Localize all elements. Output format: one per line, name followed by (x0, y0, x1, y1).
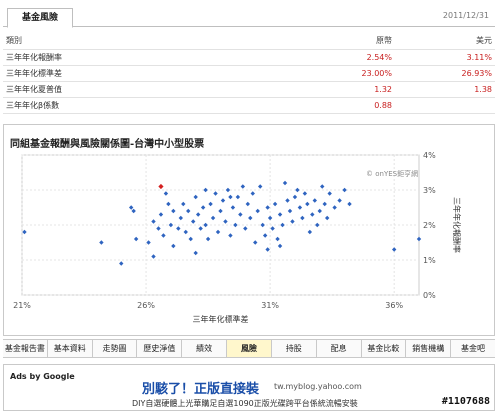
data-point (181, 201, 186, 207)
y-tick-label: 3% (423, 186, 436, 195)
column-header-original: 原幣 (303, 33, 395, 50)
report-date: 2011/12/31 (442, 11, 489, 20)
y-tick-label: 2% (423, 221, 436, 230)
data-point (156, 226, 161, 231)
value-usd: 3.11% (395, 49, 495, 66)
data-point (230, 205, 236, 210)
data-point (203, 222, 208, 228)
data-point (240, 184, 246, 189)
data-point (171, 208, 176, 214)
data-point (178, 215, 183, 221)
tab-6[interactable]: 持股 (271, 340, 317, 357)
row-label: 三年年化報酬率 (3, 49, 303, 66)
column-header-usd: 美元 (395, 33, 495, 50)
row-label: 三年年化夏普值 (3, 81, 303, 98)
tab-5[interactable]: 風險 (227, 340, 272, 357)
value-original: 23.00% (303, 65, 395, 82)
highlighted-point (158, 183, 164, 190)
x-tick-label: 26% (137, 301, 155, 310)
data-point (166, 201, 171, 207)
value-original: 1.32 (303, 81, 395, 98)
data-point (146, 240, 151, 245)
tab-9[interactable]: 銷售機構 (406, 340, 452, 357)
data-point (228, 194, 233, 200)
ad-title-link[interactable]: 別駭了！正版直接裝 (142, 382, 260, 397)
data-point (245, 201, 250, 207)
data-point (183, 229, 188, 235)
table-row: 三年年化報酬率 2.54% 3.11% (3, 49, 495, 66)
risk-return-chart-panel: 同組基金報酬與風險關係圖-台灣中小型股票 0% 1% 2% 3% 4% 21% 26% 31%… (3, 124, 495, 336)
data-point (253, 240, 258, 245)
tab-fund-risk[interactable]: 基金風險 (7, 8, 73, 28)
tab-1[interactable]: 基本資料 (47, 340, 93, 357)
x-tick-label: 21% (13, 301, 31, 310)
data-point (191, 219, 196, 224)
ads-panel: Ads by Google 別駭了！正版直接裝 tw.myblog.yahoo.… (3, 364, 495, 411)
scatter-chart: 0% 1% 2% 3% 4% 21% 26% 31% 36% 三年年化標準差 三年年化報酬率 (13, 151, 462, 324)
table-row: 三年年化β係數 0.88 (3, 97, 495, 114)
fund-tab-bar: 基金報告書 基本資料 走勢圖 歷史淨值 績效 風險 持股 配息 基金比較 銷售機構 基金吧 (3, 339, 495, 358)
table-row: 三年年化夏普值 1.32 1.38 (3, 81, 495, 98)
x-tick-label: 36% (385, 301, 403, 310)
plot-area (21, 154, 420, 296)
data-point (243, 226, 248, 231)
data-point (133, 236, 139, 242)
data-point (193, 250, 198, 256)
risk-table: 類別 原幣 美元 三年年化報酬率 2.54% 3.11% 三年年化標準差 23.… (3, 33, 495, 114)
data-point (131, 208, 136, 214)
data-point (151, 254, 156, 259)
value-original: 0.88 (303, 97, 395, 114)
tab-3[interactable]: 歷史淨值 (137, 340, 183, 357)
data-point (203, 187, 208, 193)
chart-title: 同組基金報酬與風險關係圖-台灣中小型股票 (10, 139, 205, 150)
column-header-category: 類別 (3, 33, 303, 50)
y-tick-label: 0% (423, 291, 436, 300)
y-axis-label: 三年年化報酬率 (452, 197, 462, 253)
table-header-row: 類別 原幣 美元 (3, 33, 495, 50)
row-label: 三年年化β係數 (3, 97, 303, 114)
tab-7[interactable]: 配息 (316, 340, 362, 357)
table-row: 三年年化標準差 23.00% 26.93% (3, 65, 495, 82)
data-point (168, 222, 174, 228)
tab-8[interactable]: 基金比較 (361, 340, 407, 357)
tab-4[interactable]: 績效 (182, 340, 228, 357)
data-point (218, 208, 223, 214)
value-usd: 1.38 (395, 81, 495, 98)
y-tick-label: 4% (423, 151, 436, 160)
chart-watermark: © onYES鉅亨網 (366, 170, 419, 178)
y-tick-label: 1% (423, 256, 436, 265)
data-point (208, 201, 213, 207)
ad-description: DIY自選硬體上光華購足自選1090正版光碟跨平台係統流暢安裝 (132, 399, 358, 408)
data-point (220, 198, 226, 203)
data-point (171, 243, 176, 249)
row-label: 三年年化標準差 (3, 65, 303, 82)
data-point (205, 236, 211, 242)
x-axis-label: 三年年化標準差 (193, 314, 249, 324)
value-usd: 26.93% (395, 65, 495, 82)
data-point (195, 212, 201, 217)
value-usd (395, 97, 495, 114)
value-original: 2.54% (303, 49, 395, 66)
data-point (119, 261, 124, 266)
data-point (128, 205, 134, 210)
data-point (215, 229, 221, 235)
x-tick-label: 31% (261, 301, 279, 310)
data-point (158, 212, 164, 217)
tab-2[interactable]: 走勢圖 (92, 340, 138, 357)
top-tab-bar: 基金風險 2011/12/31 (3, 3, 495, 28)
data-point (193, 194, 198, 200)
data-point (233, 222, 238, 228)
tab-0[interactable]: 基金報告書 (3, 340, 48, 357)
image-id-stamp: #1107688 (441, 396, 490, 407)
data-point (228, 233, 233, 238)
ads-label[interactable]: Ads by Google (10, 372, 75, 381)
tab-10[interactable]: 基金吧 (451, 340, 495, 357)
ad-url[interactable]: tw.myblog.yahoo.com (274, 382, 362, 391)
